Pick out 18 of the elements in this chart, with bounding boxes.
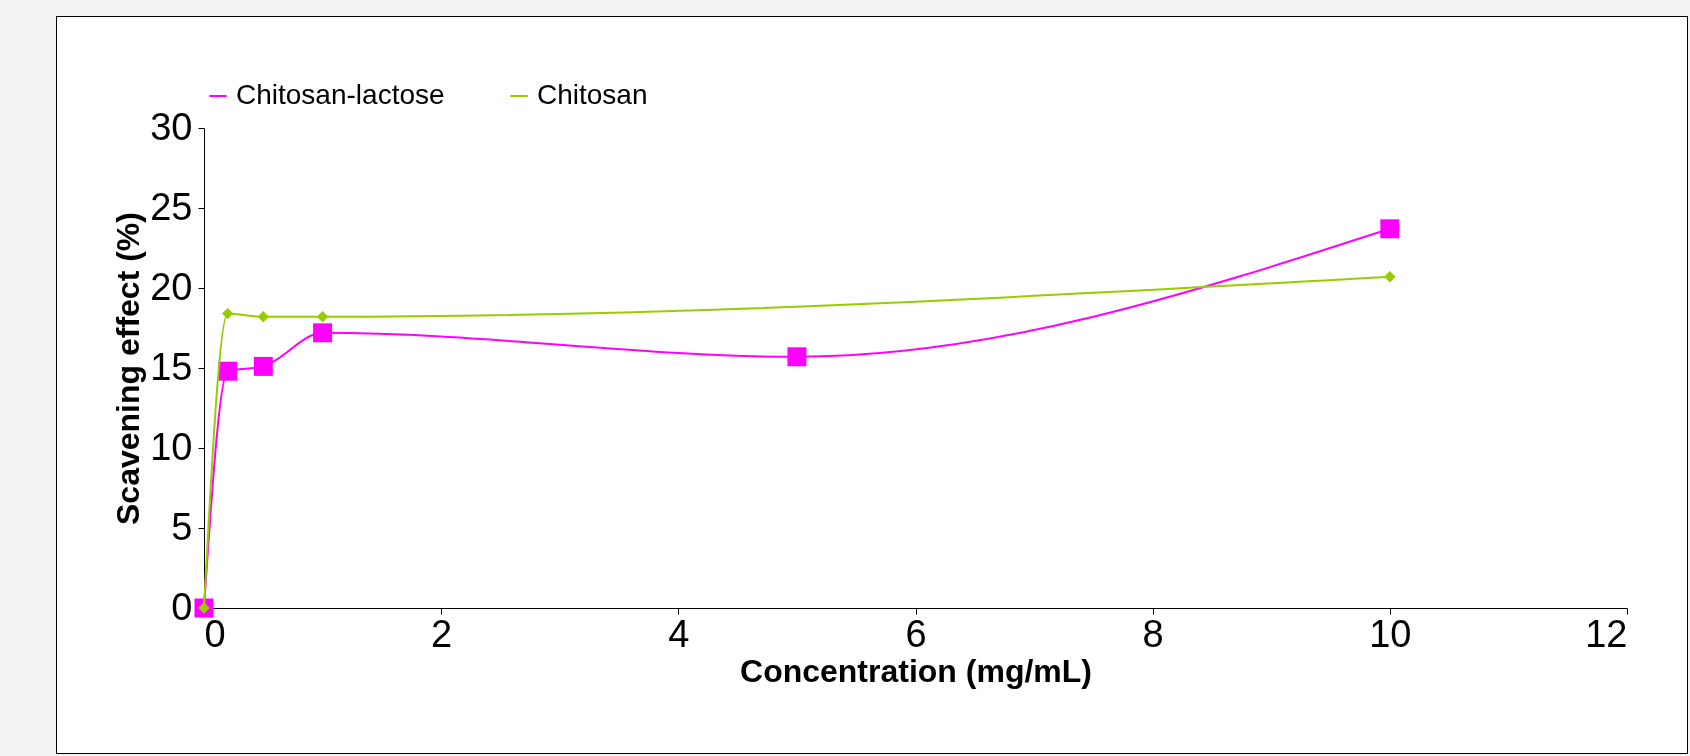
y-tick-label: 30: [150, 105, 193, 148]
y-tick-label: 20: [150, 265, 193, 308]
legend-label: Chitosan-lactose: [236, 79, 445, 110]
y-tick-label: 15: [150, 345, 193, 388]
y-tick-label: 5: [171, 505, 193, 548]
legend-label: Chitosan: [537, 79, 648, 110]
x-tick-label: 8: [1142, 612, 1164, 655]
x-tick-label: 10: [1369, 612, 1412, 655]
x-tick-label: 12: [1585, 612, 1628, 655]
y-axis-title: Scavening effect (%): [110, 212, 147, 525]
y-tick-label: 10: [150, 425, 193, 468]
y-tick-label: 25: [150, 185, 193, 228]
x-tick-label: 4: [668, 612, 690, 655]
x-axis-title: Concentration (mg/mL): [740, 652, 1092, 689]
y-tick-label: 0: [171, 585, 193, 628]
x-tick-label: 6: [905, 612, 927, 655]
x-tick-label: 0: [204, 612, 226, 655]
x-tick-label: 2: [431, 612, 453, 655]
